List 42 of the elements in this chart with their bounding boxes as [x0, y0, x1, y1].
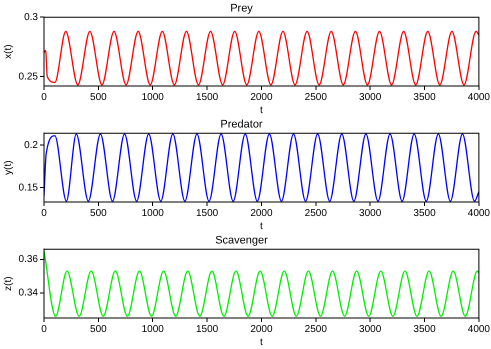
y-axis-title: y(t)	[2, 160, 14, 175]
x-tick-label: 2500	[304, 92, 328, 103]
y-tick-label: 0.36	[18, 254, 38, 266]
x-tick-label: 0	[41, 324, 48, 335]
x-tick-label: 4000	[468, 92, 490, 103]
y-axis-title: x(t)	[2, 44, 14, 59]
x-tick-label: 3000	[359, 92, 382, 103]
y-tick-label: 0.25	[18, 71, 38, 82]
x-tick-label: 4000	[468, 208, 490, 219]
x-tick-label: 0	[41, 92, 48, 103]
y-axis-title: z(t)	[2, 276, 14, 291]
x-tick-label: 1000	[142, 208, 164, 219]
x-tick-label: 2000	[250, 324, 273, 335]
x-tick-label: 1000	[142, 324, 164, 335]
x-tick-label: 3000	[359, 324, 382, 335]
x-tick-label: 3500	[413, 92, 436, 103]
x-tick-label: 2000	[250, 208, 273, 219]
x-tick-label: 1500	[196, 92, 219, 103]
chart-title: Prey	[230, 2, 254, 15]
y-tick-label: 0.2	[24, 140, 38, 151]
x-tick-label: 0	[41, 208, 48, 219]
x-tick-label: 1500	[196, 208, 219, 219]
y-tick-label: 0.3	[24, 12, 38, 23]
x-tick-label: 500	[90, 324, 108, 335]
chart-title: Predator	[220, 118, 263, 131]
x-tick-label: 500	[90, 92, 108, 103]
x-tick-label: 3000	[359, 208, 382, 219]
x-axis-title: t	[260, 104, 264, 116]
y-tick-label: 0.15	[18, 182, 38, 194]
x-tick-label: 3500	[413, 324, 436, 335]
x-tick-label: 1000	[142, 92, 164, 103]
x-tick-label: 2500	[304, 324, 328, 335]
x-tick-label: 2000	[250, 92, 273, 103]
x-axis-title: t	[260, 336, 264, 348]
x-tick-label: 500	[90, 208, 108, 219]
x-tick-label: 1500	[196, 324, 219, 335]
x-tick-label: 4000	[468, 324, 490, 335]
y-tick-label: 0.34	[18, 288, 38, 299]
x-tick-label: 3500	[413, 208, 436, 219]
x-tick-label: 2500	[304, 208, 328, 219]
chart-title: Scavenger	[215, 234, 268, 247]
x-axis-title: t	[260, 220, 264, 232]
